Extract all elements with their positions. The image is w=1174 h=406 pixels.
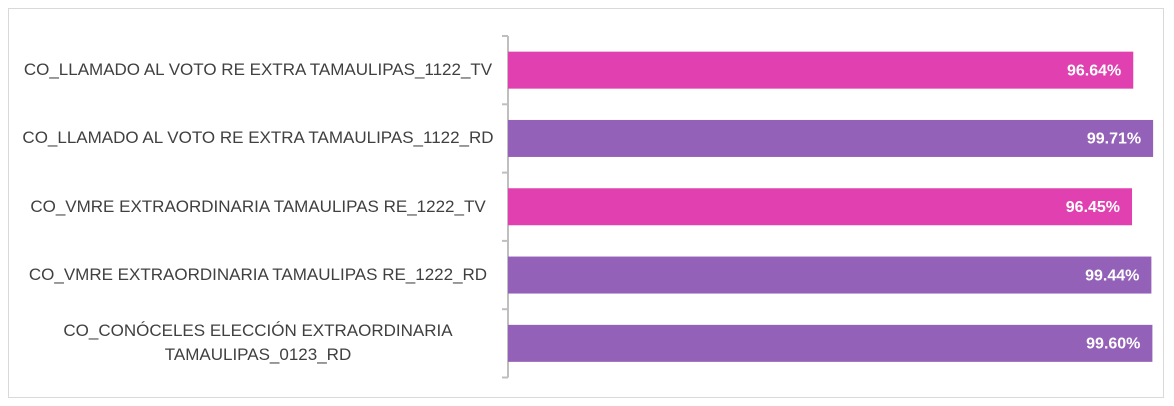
- value-label: 99.71%: [1087, 131, 1141, 148]
- bar: [508, 51, 1134, 89]
- category-label: CO_VMRE EXTRAORDINARIA TAMAULIPAS RE_122…: [30, 196, 486, 216]
- category-label: CO_CONÓCELES ELECCIÓN EXTRAORDINARIA TAM…: [63, 321, 453, 365]
- value-label: 96.64%: [1067, 62, 1121, 79]
- bar: [508, 256, 1152, 294]
- category-label: CO_LLAMADO AL VOTO RE EXTRA TAMAULIPAS_1…: [22, 128, 494, 148]
- bar: [508, 324, 1153, 362]
- category-label: CO_LLAMADO AL VOTO RE EXTRA TAMAULIPAS_1…: [23, 60, 493, 79]
- value-label: 96.45%: [1066, 199, 1120, 216]
- value-label: 99.44%: [1085, 267, 1139, 284]
- value-label: 99.60%: [1086, 336, 1140, 353]
- bar: [508, 119, 1154, 157]
- category-label: CO_VMRE EXTRAORDINARIA TAMAULIPAS RE_122…: [28, 264, 488, 284]
- bar: [508, 188, 1133, 226]
- chart-frame: [8, 8, 1164, 398]
